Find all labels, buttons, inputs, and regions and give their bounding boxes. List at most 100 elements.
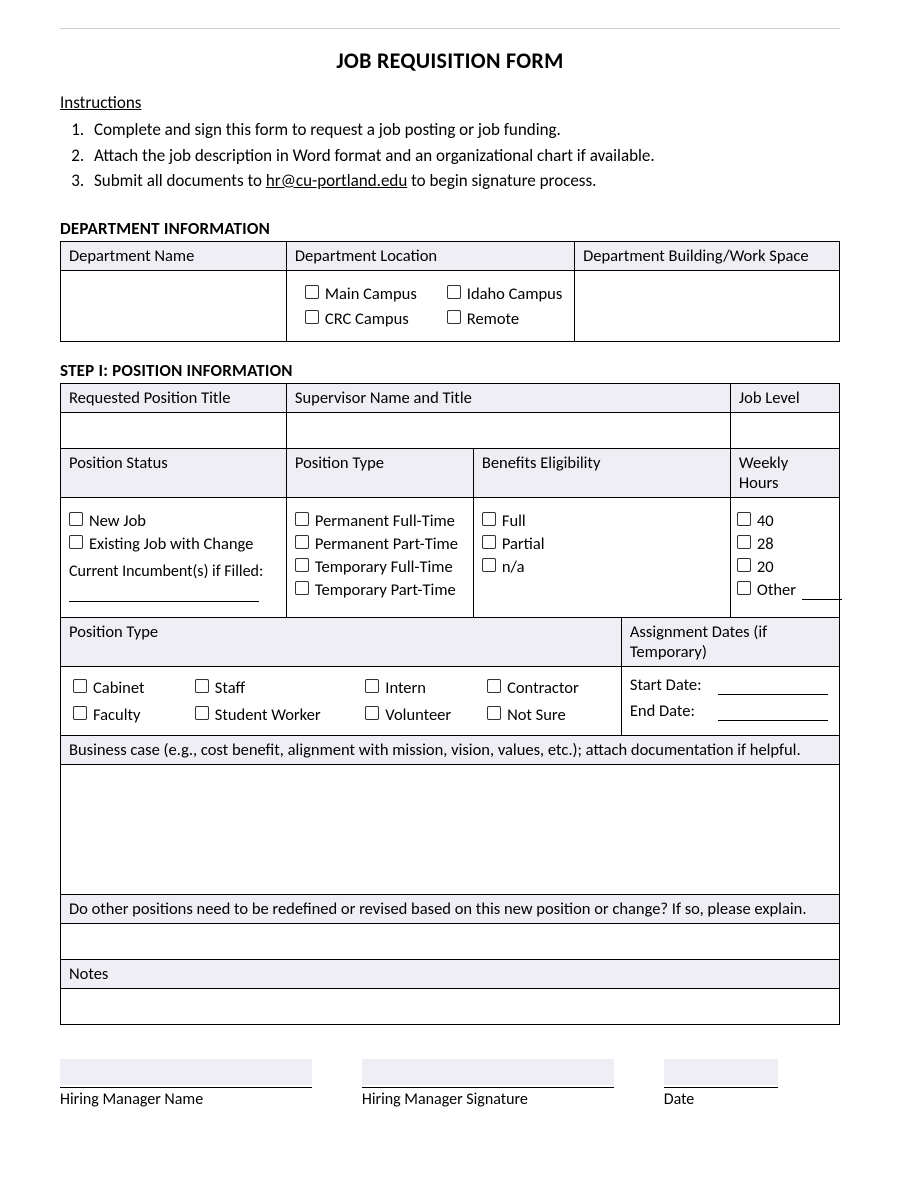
dept-name-cell[interactable] [61,270,287,341]
checkbox-icon[interactable] [69,535,83,549]
business-case-input[interactable] [61,764,840,894]
checkbox-icon[interactable] [295,512,309,526]
ptype-tpt: Temporary Part-Time [315,580,456,600]
checkbox-icon[interactable] [69,512,83,526]
sig-date-box[interactable] [664,1059,779,1085]
h-req-title: Requested Position Title [61,383,287,412]
step1-table: Requested Position Title Supervisor Name… [60,383,840,1025]
cat-contractor: Contractor [507,678,579,698]
pos-type-cell: Permanent Full-Time Permanent Part-Time … [286,497,473,617]
checkbox-icon[interactable] [447,285,461,299]
dept-table: Department Name Department Location Depa… [60,241,840,342]
ptype-ppt: Permanent Part-Time [315,534,458,554]
checkbox-icon[interactable] [365,679,379,693]
h-assignment-dates: Assignment Dates (if Temporary) [621,617,839,666]
checkbox-icon[interactable] [365,706,379,720]
signature-row: Hiring Manager Name Hiring Manager Signa… [60,1059,840,1109]
dept-col-name: Department Name [61,241,287,270]
h-notes: Notes [61,959,840,988]
checkbox-icon[interactable] [737,581,751,595]
end-date-input[interactable] [718,705,828,721]
sig-manager-signature: Hiring Manager Signature [362,1059,614,1109]
h-pos-status: Position Status [61,448,287,497]
h-pos-type2: Position Type [61,617,622,666]
checkbox-icon[interactable] [447,310,461,324]
checkbox-icon[interactable] [195,706,209,720]
instructions-heading: Instructions [60,92,840,113]
redefine-input[interactable] [61,923,840,959]
start-date-label: Start Date: [630,675,712,695]
supervisor-cell[interactable] [286,412,730,448]
sig-date-label: Date [664,1087,779,1109]
sig-manager-name-box[interactable] [60,1059,312,1085]
checkbox-icon[interactable] [487,706,501,720]
req-title-cell[interactable] [61,412,287,448]
hrs-other-input[interactable] [802,584,842,600]
sig-manager-name-label: Hiring Manager Name [60,1087,312,1109]
status-new: New Job [89,511,146,531]
ptype-pft: Permanent Full-Time [315,511,455,531]
end-date-label: End Date: [630,701,712,721]
cat-faculty: Faculty [93,705,140,725]
pos-status-cell: New Job Existing Job with Change Current… [61,497,287,617]
form-page: JOB REQUISITION FORM Instructions Comple… [0,0,900,1149]
ben-partial: Partial [502,534,545,554]
incumbent-input-line[interactable] [69,588,259,602]
checkbox-icon[interactable] [295,558,309,572]
checkbox-icon[interactable] [487,679,501,693]
assignment-dates-cell: Start Date: End Date: [621,666,839,735]
cat-volunteer: Volunteer [385,705,451,725]
hrs-28: 28 [757,534,774,554]
checkbox-icon[interactable] [737,535,751,549]
benefits-cell: Full Partial n/a [473,497,730,617]
loc-remote: Remote [467,309,519,329]
hrs-other: Other [757,580,796,600]
cat-student: Student Worker [215,705,321,725]
checkbox-icon[interactable] [195,679,209,693]
step1-heading: STEP I: POSITION INFORMATION [60,360,840,381]
top-divider [60,28,840,29]
sig-manager-name: Hiring Manager Name [60,1059,312,1109]
h-weekly-hours: Weekly Hours [730,448,839,497]
h-joblevel: Job Level [730,383,839,412]
status-existing: Existing Job with Change [89,534,253,554]
joblevel-cell[interactable] [730,412,839,448]
sig-manager-signature-label: Hiring Manager Signature [362,1087,614,1109]
checkbox-icon[interactable] [73,679,87,693]
checkbox-icon[interactable] [305,310,319,324]
checkbox-icon[interactable] [305,285,319,299]
ben-full: Full [502,511,526,531]
hrs-20: 20 [757,557,774,577]
h-pos-type: Position Type [286,448,473,497]
hrs-40: 40 [757,511,774,531]
checkbox-icon[interactable] [737,512,751,526]
instruction-2: Attach the job description in Word forma… [88,143,840,169]
start-date-input[interactable] [718,679,828,695]
loc-crc: CRC Campus [325,309,409,329]
ptype-tft: Temporary Full-Time [315,557,453,577]
loc-idaho: Idaho Campus [467,284,563,304]
checkbox-icon[interactable] [482,535,496,549]
checkbox-icon[interactable] [295,581,309,595]
h-business-case: Business case (e.g., cost benefit, align… [61,735,840,764]
h-benefits: Benefits Eligibility [473,448,730,497]
dept-building-cell[interactable] [575,270,840,341]
dept-col-building: Department Building/Work Space [575,241,840,270]
cat-intern: Intern [385,678,426,698]
checkbox-icon[interactable] [737,558,751,572]
notes-input[interactable] [61,988,840,1024]
cat-cabinet: Cabinet [93,678,144,698]
ben-na: n/a [502,557,525,577]
checkbox-icon[interactable] [482,512,496,526]
instruction-3-email[interactable]: hr@cu-portland.edu [266,170,407,191]
dept-col-location: Department Location [286,241,574,270]
instructions-list: Complete and sign this form to request a… [60,117,840,194]
h-supervisor: Supervisor Name and Title [286,383,730,412]
checkbox-icon[interactable] [295,535,309,549]
loc-main: Main Campus [325,284,417,304]
checkbox-icon[interactable] [482,558,496,572]
dept-heading: DEPARTMENT INFORMATION [60,218,840,239]
sig-manager-signature-box[interactable] [362,1059,614,1085]
checkbox-icon[interactable] [73,706,87,720]
cat-notsure: Not Sure [507,705,566,725]
